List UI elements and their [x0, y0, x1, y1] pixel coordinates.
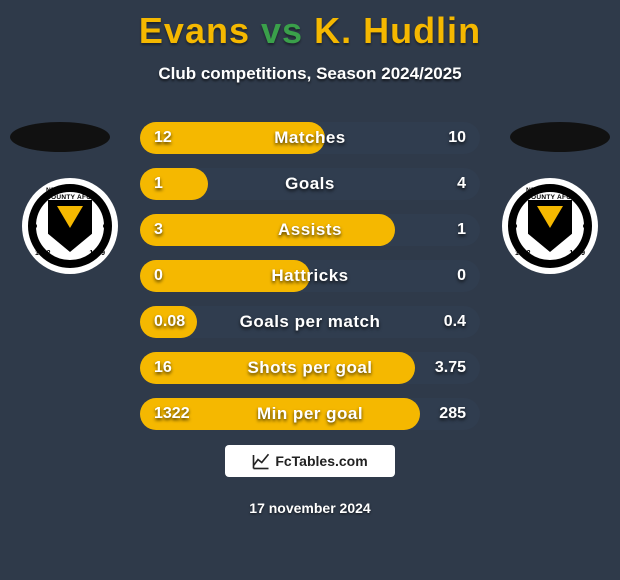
stat-label: Assists [140, 220, 480, 240]
badge-year-left: 1912 [515, 250, 531, 257]
stat-row: 00Hattricks [140, 260, 480, 292]
badge-year-left: 1912 [35, 250, 51, 257]
date-text: 17 november 2024 [0, 500, 620, 516]
stat-row: 14Goals [140, 168, 480, 200]
badge-year-right: 1989 [569, 250, 585, 257]
chart-icon [252, 452, 270, 470]
badge-top-text: NEWPORT COUNTY AFC [526, 187, 574, 201]
stat-row: 163.75Shots per goal [140, 352, 480, 384]
stat-label: Shots per goal [140, 358, 480, 378]
title-vs: vs [261, 10, 303, 51]
player2-shirt-icon [510, 122, 610, 152]
comparison-card: Evans vs K. Hudlin Club competitions, Se… [0, 0, 620, 580]
badge-year-right: 1989 [89, 250, 105, 257]
subtitle: Club competitions, Season 2024/2025 [0, 64, 620, 84]
stat-row: 0.080.4Goals per match [140, 306, 480, 338]
badge-top-text: NEWPORT COUNTY AFC [46, 187, 94, 201]
stat-label: Matches [140, 128, 480, 148]
stat-row: 1210Matches [140, 122, 480, 154]
stat-label: Min per goal [140, 404, 480, 424]
stat-label: Goals [140, 174, 480, 194]
stat-row: 31Assists [140, 214, 480, 246]
page-title: Evans vs K. Hudlin [0, 0, 620, 52]
player1-shirt-icon [10, 122, 110, 152]
stat-row: 1322285Min per goal [140, 398, 480, 430]
site-name: FcTables.com [275, 453, 367, 469]
player2-club-badge: NEWPORT COUNTY AFC 1912 1989 [502, 178, 598, 274]
stat-label: Goals per match [140, 312, 480, 332]
title-player1: Evans [139, 10, 250, 51]
site-badge: FcTables.com [225, 445, 395, 477]
player1-club-badge: NEWPORT COUNTY AFC 1912 1989 [22, 178, 118, 274]
title-player2: K. Hudlin [314, 10, 481, 51]
stats-bars: 1210Matches 14Goals 31Assists 00Hattricks 0.… [140, 122, 480, 444]
stat-label: Hattricks [140, 266, 480, 286]
